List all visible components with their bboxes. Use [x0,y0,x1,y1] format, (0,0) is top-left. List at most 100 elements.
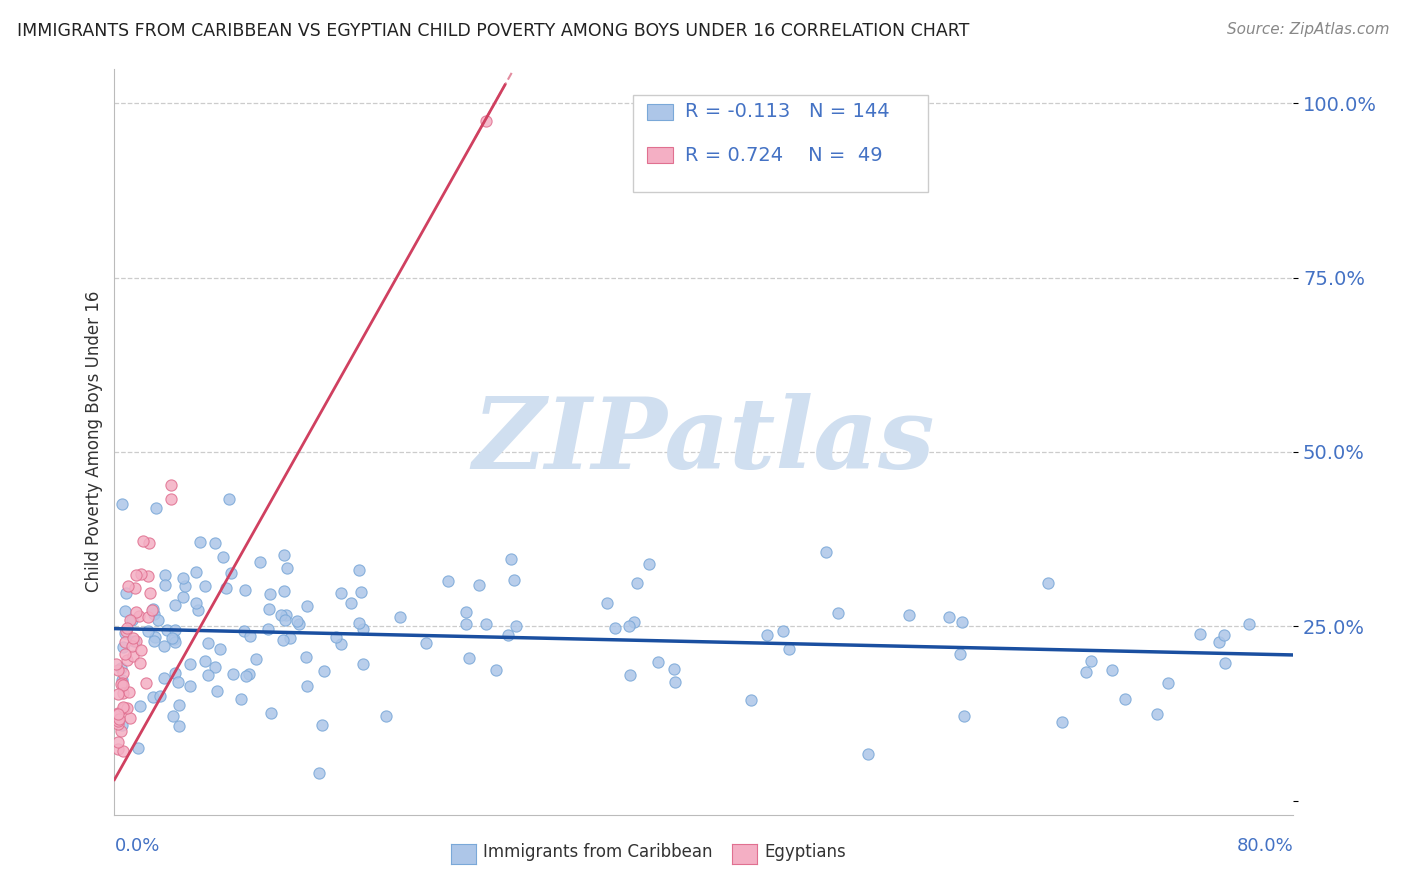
Point [115,653,138,667]
Text: ZIPatlas: ZIPatlas [472,393,935,490]
Point [664,674,686,689]
Point [165,635,187,649]
Point [238,667,260,681]
Point [107,706,129,721]
Point [347,563,370,577]
Point [173,579,195,593]
Point [938,609,960,624]
Point [136,568,159,582]
Point [114,635,136,649]
Point [619,618,641,632]
Point [219,566,242,580]
Point [153,639,176,653]
Point [1157,675,1180,690]
Point [117,684,139,698]
Point [117,579,139,593]
Point [474,113,496,128]
Point [249,555,271,569]
Point [1036,575,1059,590]
Point [295,599,318,613]
Point [128,609,150,624]
Point [163,632,186,646]
Point [115,586,138,600]
Point [125,606,148,620]
Point [1208,635,1230,649]
Point [117,621,139,635]
Point [208,641,231,656]
Point [141,603,163,617]
Point [172,571,194,585]
Point [138,609,160,624]
Point [107,735,129,749]
Point [114,604,136,618]
Point [139,586,162,600]
Point [325,630,347,644]
Point [456,616,478,631]
Point [114,647,136,661]
Point [163,598,186,612]
Point [437,574,460,589]
Point [111,686,134,700]
Point [314,664,336,678]
Point [257,622,280,636]
Point [1213,656,1236,670]
Point [270,607,292,622]
Point [502,573,524,587]
Point [107,741,129,756]
Point [740,693,762,707]
FancyBboxPatch shape [633,95,928,192]
Point [352,623,374,637]
Point [167,698,190,713]
Point [160,478,183,492]
Point [496,628,519,642]
Point [107,687,129,701]
Text: R = 0.724    N =  49: R = 0.724 N = 49 [685,145,883,164]
Point [129,698,152,713]
Point [352,657,374,672]
Point [350,585,373,599]
Point [273,633,295,648]
Point [111,678,134,692]
Point [288,617,311,632]
Point [952,708,974,723]
Point [120,711,142,725]
Point [111,665,134,680]
Point [308,765,330,780]
Text: Source: ZipAtlas.com: Source: ZipAtlas.com [1226,22,1389,37]
Point [143,630,166,644]
Point [1212,628,1234,642]
Point [145,500,167,515]
Point [1050,714,1073,729]
Point [458,651,481,665]
Point [259,586,281,600]
FancyBboxPatch shape [647,103,673,120]
Point [122,633,145,648]
Point [188,534,211,549]
Point [456,605,478,619]
Text: IMMIGRANTS FROM CARIBBEAN VS EGYPTIAN CHILD POVERTY AMONG BOYS UNDER 16 CORRELAT: IMMIGRANTS FROM CARIBBEAN VS EGYPTIAN CH… [17,22,969,40]
Point [827,607,849,621]
Point [110,677,132,691]
Point [1114,692,1136,706]
Point [124,581,146,595]
Point [605,621,627,635]
Point [107,663,129,677]
Point [375,709,398,723]
Point [122,649,145,664]
Point [215,582,238,596]
Point [245,652,267,666]
Point [160,491,183,506]
Point [898,608,921,623]
Text: 80.0%: 80.0% [1236,837,1294,855]
Text: Egyptians: Egyptians [765,843,846,861]
Point [127,740,149,755]
Point [179,679,201,693]
Point [218,492,240,507]
Point [259,706,281,721]
Point [112,744,135,758]
Point [107,712,129,726]
Point [340,595,363,609]
Point [949,647,972,661]
Point [142,633,165,648]
Point [311,718,333,732]
